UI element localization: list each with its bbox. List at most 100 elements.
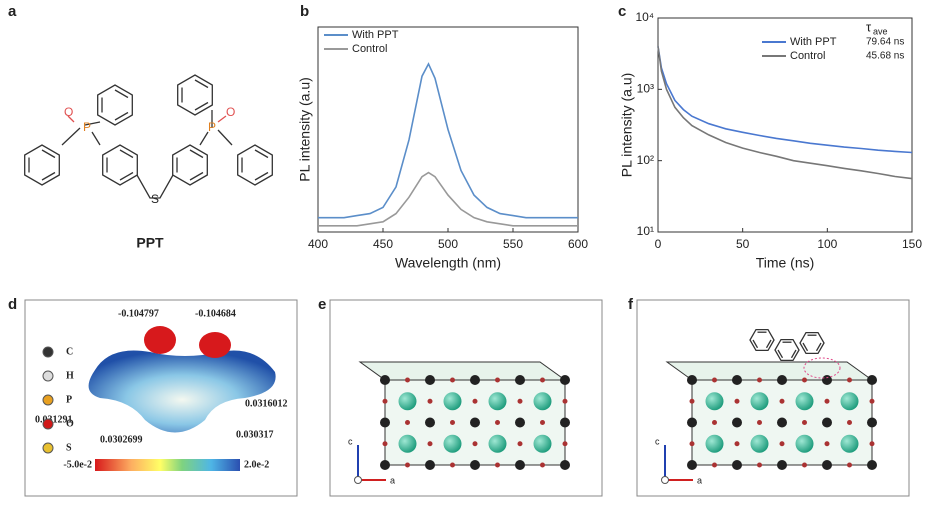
atom-key — [42, 370, 54, 382]
bond — [254, 149, 269, 159]
atom — [822, 417, 832, 428]
atom — [427, 441, 433, 447]
atom — [822, 375, 832, 385]
cation — [443, 434, 462, 453]
atom — [822, 460, 832, 470]
atom — [470, 460, 480, 470]
atom — [450, 462, 455, 468]
atom — [689, 398, 695, 404]
legend-label: Control — [790, 50, 825, 62]
atom — [470, 417, 480, 428]
atom — [495, 462, 500, 468]
atom — [560, 375, 570, 385]
y-tick-label: 10¹ — [637, 224, 654, 238]
atom-key — [42, 346, 54, 358]
cation — [705, 434, 724, 453]
charge-label: 0.030317 — [236, 429, 274, 440]
panel-label: e — [318, 296, 326, 313]
axis-label: a — [390, 475, 395, 485]
ring — [799, 331, 825, 355]
atom — [779, 441, 785, 447]
atom — [425, 460, 435, 470]
legend-label: C — [66, 346, 73, 357]
cation — [840, 434, 859, 453]
ring — [237, 144, 273, 186]
bond — [119, 171, 134, 181]
atom-key — [42, 394, 54, 406]
x-tick-label: 450 — [373, 237, 393, 251]
atom — [779, 398, 785, 404]
bond — [199, 131, 209, 146]
bond — [189, 149, 204, 159]
atom — [867, 417, 877, 428]
y-tick-label: 10² — [637, 153, 654, 167]
cation — [398, 392, 417, 411]
atom — [847, 377, 852, 383]
molecule: O P S P O PPT — [61, 105, 235, 251]
crystal-face — [358, 361, 567, 381]
atom — [560, 417, 570, 428]
x-axis-label: Time (ns) — [756, 255, 815, 271]
axis-label: a — [697, 475, 702, 485]
atom — [405, 462, 410, 468]
lifetime-header-sub: ave — [873, 26, 888, 36]
cation — [533, 392, 552, 411]
legend-label: H — [66, 370, 74, 381]
atom — [867, 460, 877, 470]
atom — [380, 375, 390, 385]
scale-label: 2.0e-2 — [244, 459, 269, 470]
atom — [689, 441, 695, 447]
cation — [750, 434, 769, 453]
color-bar — [95, 459, 240, 471]
origin — [354, 476, 362, 484]
atom — [732, 460, 742, 470]
legend-label: With PPT — [790, 36, 837, 48]
atom — [687, 375, 697, 385]
atom — [802, 462, 807, 468]
esp-panel: -0.104797 -0.104684 0.0316012 0.031291 0… — [24, 299, 298, 497]
y-tick-label: 10⁴ — [635, 10, 654, 24]
atom — [712, 377, 717, 383]
atom — [757, 462, 762, 468]
atom — [802, 420, 807, 425]
bond — [194, 79, 209, 89]
ring — [177, 74, 213, 116]
atom — [824, 398, 830, 404]
atom — [470, 375, 480, 385]
atom — [712, 462, 717, 468]
bond — [114, 89, 129, 99]
atom-label: S — [151, 192, 159, 206]
x-axis-label: Wavelength (nm) — [395, 255, 501, 271]
ring — [749, 328, 775, 352]
atom-label: P — [208, 120, 216, 134]
x-tick-label: 500 — [438, 237, 458, 251]
atom — [515, 460, 525, 470]
atom — [847, 462, 852, 468]
cation — [795, 434, 814, 453]
legend-label: S — [66, 442, 72, 453]
interaction — [803, 357, 841, 379]
atom — [869, 441, 875, 447]
bond — [802, 342, 809, 352]
y-axis-label: PL intensity (a.u) — [297, 77, 313, 182]
atom — [802, 377, 807, 383]
atom — [562, 441, 568, 447]
atom-key — [42, 418, 54, 430]
bond — [91, 131, 101, 146]
origin — [661, 476, 669, 484]
axis-label: c — [655, 436, 660, 446]
atom — [425, 417, 435, 428]
bond — [194, 101, 209, 111]
atom — [382, 441, 388, 447]
atom — [777, 375, 787, 385]
plot-frame — [657, 17, 913, 233]
atom — [712, 420, 717, 425]
x-tick-label: 550 — [503, 237, 523, 251]
crystal-face — [665, 361, 874, 381]
cation — [443, 392, 462, 411]
panel-label: b — [300, 3, 309, 20]
atom — [560, 460, 570, 470]
bond — [114, 111, 129, 121]
bond — [189, 171, 204, 181]
series-line — [657, 46, 913, 180]
